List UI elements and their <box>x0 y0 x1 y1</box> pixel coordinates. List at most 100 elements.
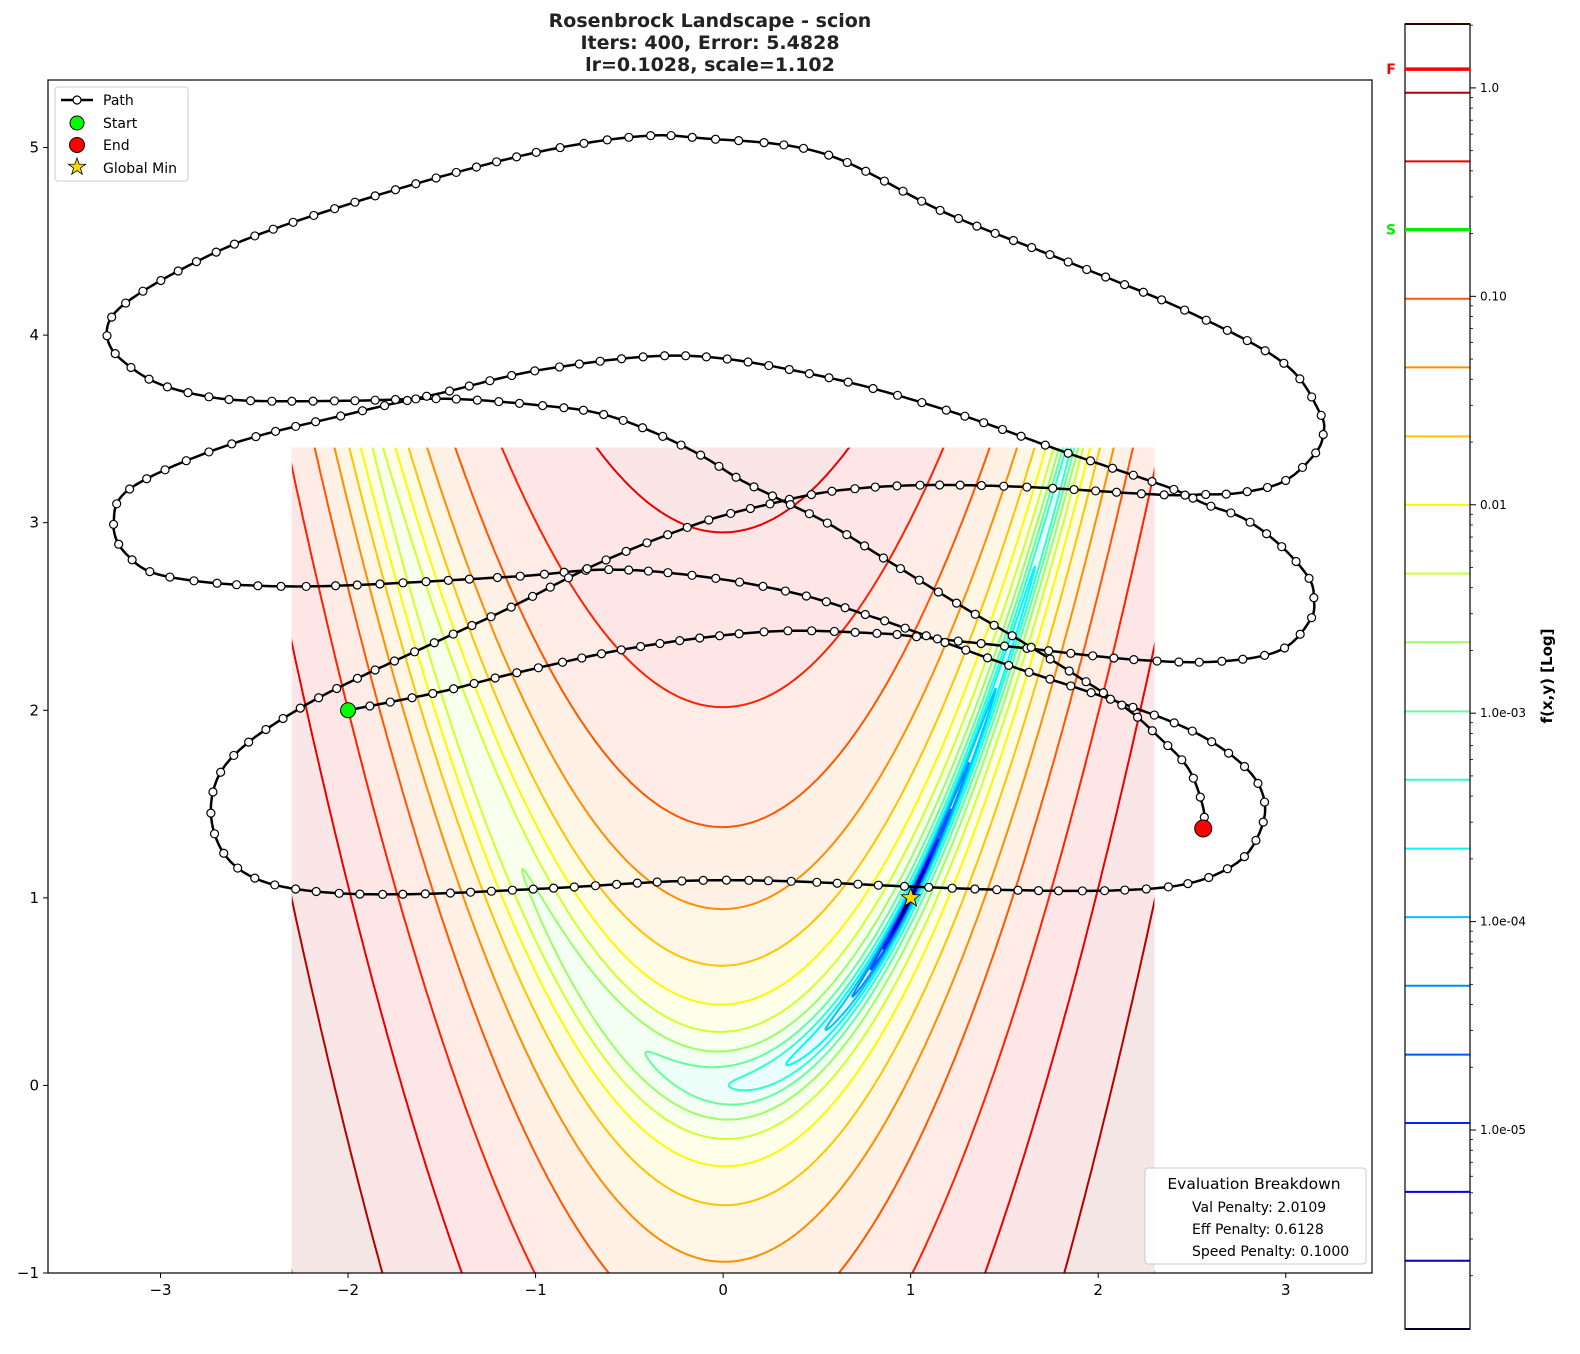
path-point <box>472 395 482 405</box>
path-point <box>1107 463 1118 473</box>
y-tick-label: 4 <box>29 326 39 344</box>
path-point <box>429 638 439 648</box>
path-point <box>1040 440 1050 450</box>
path-point <box>311 417 321 427</box>
path-point <box>1045 250 1055 260</box>
path-point <box>1245 517 1255 527</box>
path-point <box>506 602 516 612</box>
path-point <box>783 626 793 636</box>
path-point <box>1222 864 1233 874</box>
contour-line <box>313 447 1134 1273</box>
path-point <box>212 578 222 588</box>
path-point <box>932 634 942 644</box>
path-point <box>1207 737 1217 747</box>
path-point <box>621 546 631 556</box>
path-point <box>590 881 601 891</box>
path-point <box>370 191 380 201</box>
path-point <box>250 873 260 883</box>
path-point <box>868 383 878 394</box>
path-point <box>528 884 538 894</box>
path-point <box>173 266 183 276</box>
path-point <box>677 876 687 886</box>
path-point <box>914 575 924 585</box>
path-point <box>861 166 871 176</box>
path-point <box>336 411 346 421</box>
path-point <box>1309 593 1319 603</box>
path-point <box>953 213 964 224</box>
path-point <box>935 480 945 490</box>
path-point <box>951 598 962 608</box>
path-point <box>314 693 324 703</box>
path-point <box>309 210 319 221</box>
path-point <box>1277 542 1287 552</box>
path-point <box>1082 264 1092 275</box>
path-point <box>288 217 298 227</box>
path-point <box>1261 529 1272 539</box>
path-point <box>850 627 860 637</box>
path-point <box>409 647 420 657</box>
path-point <box>824 373 834 383</box>
path-point <box>658 431 668 441</box>
path-point <box>917 196 927 206</box>
path-point <box>329 396 340 406</box>
path-point <box>1291 556 1301 567</box>
path-point <box>726 508 736 519</box>
colorbar-tick-label: 0.01 <box>1480 498 1507 512</box>
path-point <box>734 629 744 639</box>
path-point <box>646 131 656 141</box>
contour-line <box>785 565 1036 1066</box>
path-point <box>250 231 260 241</box>
chart-title-line-2: Iters: 400, Error: 5.4828 <box>580 32 839 54</box>
path-point <box>618 415 628 426</box>
path-point <box>268 224 278 234</box>
path-point <box>127 555 137 565</box>
path-point <box>548 883 559 893</box>
path-point <box>411 394 421 404</box>
path-point <box>206 808 216 818</box>
start-point <box>340 702 357 719</box>
path-point <box>1307 392 1317 402</box>
path-point <box>1163 740 1173 751</box>
path-point <box>1187 726 1197 736</box>
path-point <box>892 629 902 640</box>
chart-title-line-3: lr=0.1028, scale=1.102 <box>585 54 835 76</box>
path-point <box>138 286 148 296</box>
path-point <box>204 447 214 457</box>
path-point <box>921 631 931 641</box>
path-point <box>422 391 432 401</box>
path-point <box>979 418 989 428</box>
path-point <box>557 657 568 667</box>
path-point <box>379 400 390 411</box>
path-point <box>539 569 550 579</box>
legend-label-start: Start <box>103 116 138 132</box>
path-point <box>390 394 401 405</box>
path-point <box>990 228 1000 239</box>
path-point <box>1222 325 1232 335</box>
path-point <box>378 889 388 899</box>
path-point <box>604 564 614 575</box>
path-point <box>512 668 522 678</box>
global-min-star <box>900 886 922 907</box>
plot-frame <box>47 79 1373 1274</box>
contour-line <box>900 879 921 916</box>
path-point <box>642 538 652 548</box>
path-point <box>1063 257 1073 267</box>
path-point <box>579 138 589 148</box>
path-point <box>1022 482 1032 492</box>
contour-line <box>333 447 1115 1263</box>
path-point <box>1239 852 1250 862</box>
path-point <box>224 394 234 405</box>
path-point <box>464 574 474 584</box>
path-point <box>941 405 951 415</box>
path-point <box>784 364 794 375</box>
path-point <box>1242 487 1252 497</box>
path-point <box>1128 470 1138 480</box>
contour-line <box>371 447 1085 1141</box>
path-point <box>1129 655 1139 665</box>
path-point <box>1016 431 1026 441</box>
breakdown-title: Evaluation Breakdown <box>1167 1175 1340 1193</box>
path-point <box>1177 755 1187 765</box>
colorbar-marker-label: S <box>1386 223 1396 239</box>
path-point <box>786 876 796 886</box>
y-tick-label: 2 <box>29 701 39 719</box>
